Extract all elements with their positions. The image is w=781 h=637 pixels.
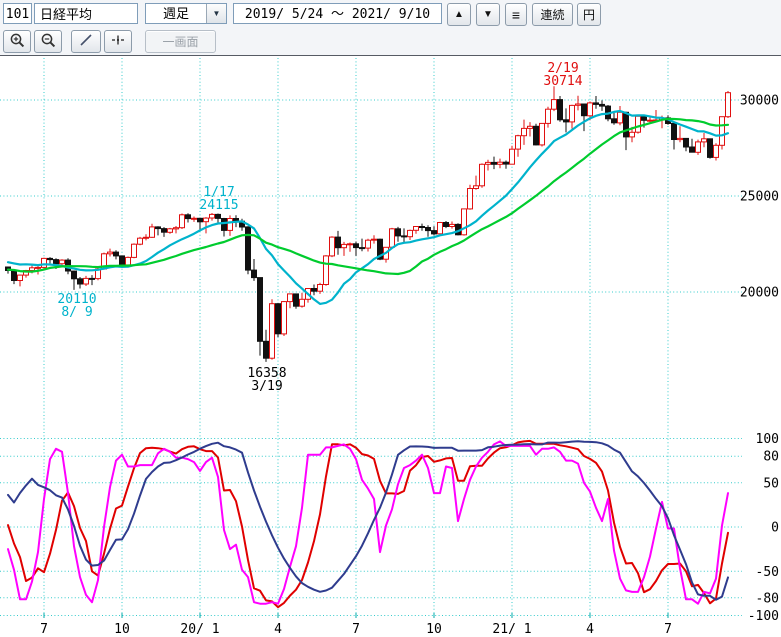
svg-text:100: 100: [756, 432, 779, 447]
svg-text:30714: 30714: [543, 74, 582, 89]
svg-text:-80: -80: [756, 591, 779, 606]
magnifier-minus-icon: [40, 32, 57, 52]
yen-button[interactable]: 円: [577, 3, 601, 26]
crosshair-tool-button[interactable]: [104, 30, 132, 53]
triangle-down-icon: ▼: [483, 9, 493, 20]
svg-text:16358: 16358: [247, 366, 286, 381]
svg-text:7: 7: [352, 622, 360, 637]
svg-text:7: 7: [40, 622, 48, 637]
crosshair-icon: [110, 32, 126, 51]
chevron-down-icon[interactable]: ▼: [206, 4, 226, 23]
svg-text:0: 0: [771, 521, 779, 536]
svg-text:10: 10: [426, 622, 442, 637]
svg-text:20/ 1: 20/ 1: [180, 622, 219, 637]
svg-text:1/17: 1/17: [203, 185, 234, 200]
zoom-in-button[interactable]: [3, 30, 31, 53]
moving-average-lines: [6, 109, 730, 305]
svg-text:21/ 1: 21/ 1: [492, 622, 531, 637]
magnifier-plus-icon: [9, 32, 26, 52]
rci-oscillator-lines: [7, 439, 729, 609]
svg-text:4: 4: [274, 622, 282, 637]
rci13-line: [7, 439, 729, 609]
diagonal-line-icon: [78, 32, 94, 51]
svg-text:8/ 9: 8/ 9: [61, 305, 92, 320]
candlestick-series: [5, 86, 731, 362]
svg-text:20110: 20110: [57, 292, 96, 307]
svg-text:24115: 24115: [199, 198, 238, 213]
triangle-up-icon: ▲: [454, 9, 464, 20]
scroll-down-button[interactable]: ▼: [476, 3, 500, 26]
timeframe-value: 週足: [162, 6, 189, 21]
svg-text:20000: 20000: [740, 286, 779, 301]
SMA26-line: [6, 117, 730, 276]
timeframe-select[interactable]: 週足 ▼: [145, 3, 227, 24]
svg-text:10: 10: [114, 622, 130, 637]
list-icon: ≡: [511, 6, 521, 23]
trendline-tool-button[interactable]: [71, 30, 101, 53]
svg-text:50: 50: [763, 476, 779, 491]
gridlines: [0, 58, 742, 618]
scroll-up-button[interactable]: ▲: [447, 3, 471, 26]
svg-text:-50: -50: [756, 565, 779, 580]
toolbar: 101 日経平均 週足 ▼ 2019/ 5/24 ～ 2021/ 9/10 ▲ …: [0, 0, 781, 56]
rci9-line: [7, 440, 729, 605]
list-button[interactable]: ≡: [505, 3, 527, 26]
svg-text:80: 80: [763, 450, 779, 465]
rci26-line: [7, 440, 729, 601]
svg-text:2/19: 2/19: [547, 61, 578, 76]
axis-labels: 30000 25000 20000 100 80 50 0 -50 -80 -100 7 10 20/ …: [40, 94, 779, 637]
date-range-field[interactable]: 2019/ 5/24 ～ 2021/ 9/10: [233, 3, 442, 24]
svg-text:-100: -100: [748, 609, 779, 624]
ticker-code-input[interactable]: 101: [3, 3, 32, 24]
continuous-button[interactable]: 連続: [532, 3, 573, 26]
ticker-name-input[interactable]: 日経平均: [34, 3, 138, 24]
svg-text:30000: 30000: [740, 94, 779, 109]
single-screen-button[interactable]: 一画面: [145, 30, 216, 53]
SMA13-line: [6, 109, 730, 305]
svg-text:25000: 25000: [740, 190, 779, 205]
zoom-out-button[interactable]: [34, 30, 62, 53]
svg-text:3/19: 3/19: [251, 379, 282, 394]
svg-text:7: 7: [664, 622, 672, 637]
svg-text:4: 4: [586, 622, 594, 637]
